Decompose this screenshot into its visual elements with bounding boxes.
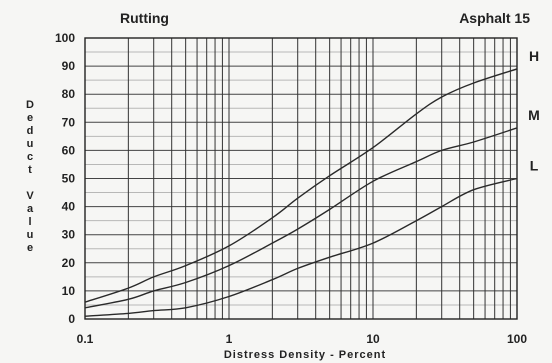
series-labels: H M L <box>528 48 540 174</box>
curve-H <box>84 68 518 303</box>
y-tick-label: 90 <box>62 59 76 73</box>
chart-title-left: Rutting <box>120 10 169 26</box>
y-tick-label: 0 <box>68 312 75 326</box>
y-tick-label: 20 <box>62 256 76 270</box>
x-tick-label: 100 <box>507 332 527 346</box>
x-tick-labels: 0.1 1 10 100 <box>77 332 528 346</box>
y-axis-letter: V <box>26 190 34 202</box>
y-axis-letter: D <box>26 99 34 111</box>
y-tick-label: 80 <box>62 87 76 101</box>
series-label-L: L <box>530 158 539 174</box>
y-axis-letter: u <box>27 229 34 241</box>
y-tick-labels: 0 10 20 30 40 50 60 70 80 90 100 <box>55 31 75 326</box>
y-axis-letter: d <box>27 125 34 137</box>
y-tick-label: 30 <box>62 228 76 242</box>
y-axis-letter: u <box>27 138 34 150</box>
series-label-H: H <box>529 48 539 64</box>
y-axis-letter: l <box>28 216 31 228</box>
curve-M <box>84 127 518 309</box>
y-axis-letter: e <box>27 242 33 254</box>
y-axis-letter: t <box>28 164 32 176</box>
x-tick-label: 10 <box>366 332 380 346</box>
x-axis-label: Distress Density - Percent <box>224 349 386 361</box>
curves <box>84 68 518 317</box>
y-axis-letter: e <box>27 112 33 124</box>
y-axis-letter: a <box>27 203 34 215</box>
y-tick-label: 40 <box>62 200 76 214</box>
chart-title-right: Asphalt 15 <box>459 10 530 26</box>
y-axis-letter: c <box>27 151 33 163</box>
y-tick-label: 100 <box>55 31 75 45</box>
x-tick-label: 0.1 <box>77 332 94 346</box>
series-label-M: M <box>528 107 540 123</box>
y-tick-label: 70 <box>62 115 76 129</box>
curve-L <box>84 177 518 317</box>
y-tick-label: 60 <box>62 143 76 157</box>
x-tick-label: 1 <box>226 332 233 346</box>
y-tick-label: 50 <box>62 172 76 186</box>
y-tick-label: 10 <box>62 284 76 298</box>
grid <box>84 37 517 320</box>
